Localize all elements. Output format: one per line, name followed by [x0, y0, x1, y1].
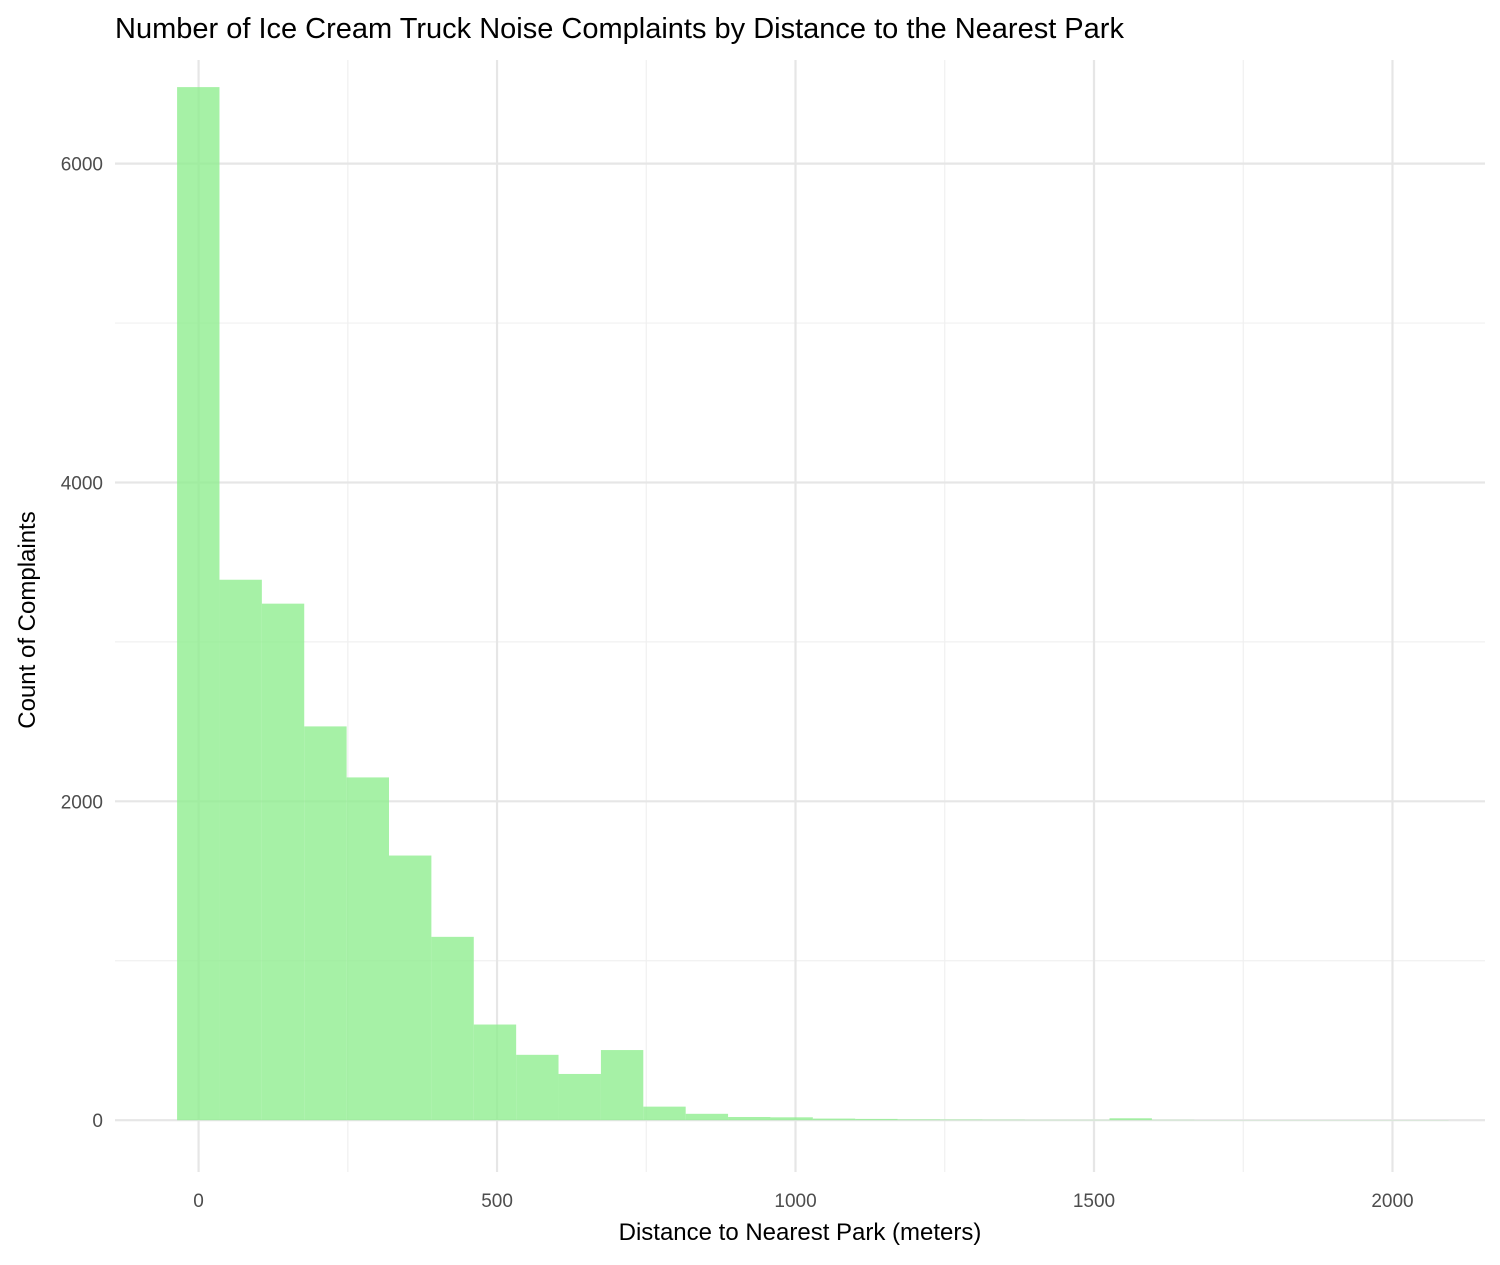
- histogram-bar: [262, 604, 304, 1121]
- x-tick-label: 1500: [1073, 1191, 1115, 1212]
- y-tick-label: 6000: [61, 155, 103, 176]
- x-tick-label: 1000: [774, 1191, 816, 1212]
- y-tick-label: 0: [92, 1111, 103, 1132]
- y-axis-title: Count of Complaints: [14, 511, 41, 728]
- histogram-bar: [770, 1117, 812, 1120]
- histogram-bar: [1110, 1118, 1152, 1120]
- histogram-bar: [304, 726, 346, 1120]
- histogram-bar: [855, 1119, 897, 1120]
- histogram-bar: [389, 856, 431, 1121]
- histogram-bar: [686, 1114, 728, 1120]
- y-tick-label: 4000: [61, 473, 103, 494]
- histogram-bar: [601, 1050, 643, 1120]
- histogram-bar: [431, 937, 473, 1120]
- histogram-bar: [219, 580, 261, 1120]
- histogram-bar: [643, 1107, 685, 1121]
- histogram-bar: [940, 1120, 982, 1121]
- histogram-bar: [516, 1055, 558, 1120]
- x-axis-title: Distance to Nearest Park (meters): [619, 1219, 982, 1246]
- y-tick-label: 2000: [61, 792, 103, 813]
- x-tick-label: 500: [481, 1191, 513, 1212]
- histogram-bar: [728, 1117, 770, 1120]
- x-tick-label: 2000: [1371, 1191, 1413, 1212]
- histogram-bar: [177, 87, 219, 1120]
- histogram-bar: [474, 1025, 516, 1121]
- histogram-bar: [898, 1119, 940, 1120]
- x-tick-label: 0: [193, 1191, 204, 1212]
- histogram-bar: [559, 1074, 601, 1120]
- chart-title: Number of Ice Cream Truck Noise Complain…: [115, 13, 1124, 45]
- histogram-bar: [347, 777, 389, 1120]
- histogram-bar: [813, 1119, 855, 1121]
- histogram-bars: [177, 87, 1449, 1120]
